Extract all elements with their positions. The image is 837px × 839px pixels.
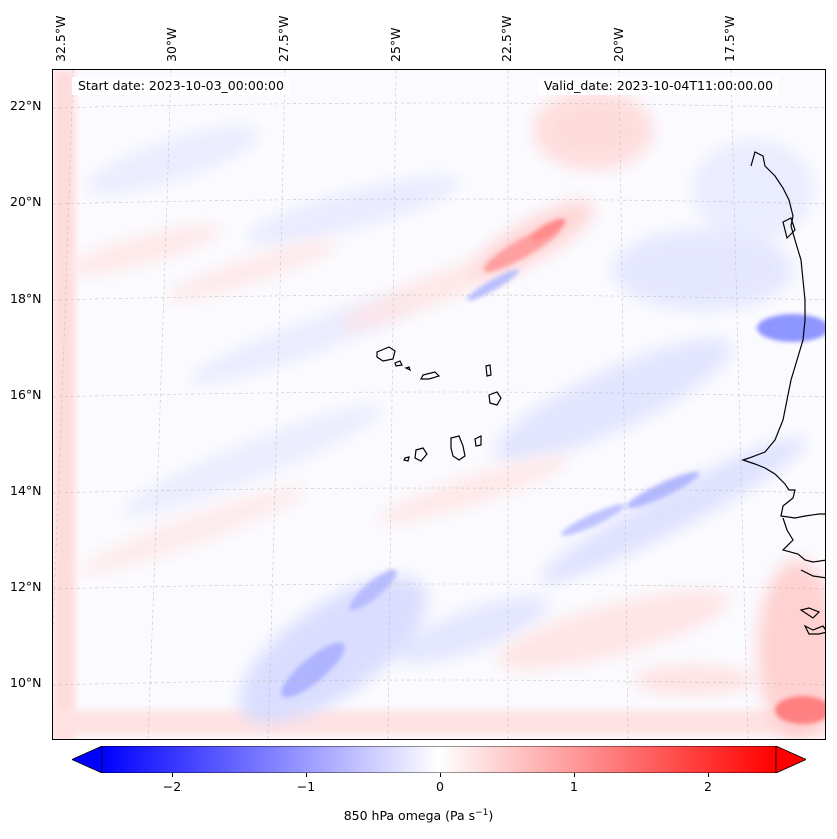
cb-tickmark-2 [708, 773, 709, 777]
cape-verde-sal [485, 364, 492, 377]
cb-tick-1: 1 [570, 779, 578, 794]
map-field-svg [53, 70, 825, 739]
cb-tickmark-0 [440, 773, 441, 777]
valid-date-label: Valid_date: 2023-10-04T11:00:00.00 [538, 77, 780, 95]
colorbar-extend-right [775, 746, 806, 773]
lon-label-30w: 30°W [164, 27, 179, 62]
colorbar-label: 850 hPa omega (Pa s−1) [343, 808, 494, 824]
lon-label-17-5w: 17.5°W [722, 15, 737, 62]
cb-tickmark-neg2 [172, 773, 173, 777]
lat-label-12n: 12°N [10, 579, 42, 594]
cb-tick-2: 2 [704, 779, 712, 794]
omega-map [52, 69, 826, 740]
lat-label-14n: 14°N [10, 483, 42, 498]
coastlines [376, 151, 825, 635]
colorbar-extend-left [72, 746, 103, 773]
cape-verde-brava [403, 456, 410, 462]
omega-field [53, 70, 825, 739]
lat-label-20n: 20°N [10, 194, 42, 209]
cb-tickmark-1 [574, 773, 575, 777]
cape-verde-santo-antao [376, 346, 396, 362]
colorbar-gradient [101, 746, 777, 773]
lat-label-10n: 10°N [10, 675, 42, 690]
cb-tick-0: 0 [436, 779, 444, 794]
gridlines [53, 70, 825, 739]
lat-label-18n: 18°N [10, 291, 42, 306]
cape-verde-santiago [450, 435, 466, 461]
lon-label-32-5w: 32.5°W [53, 15, 68, 62]
lon-label-27-5w: 27.5°W [276, 15, 291, 62]
lat-label-16n: 16°N [10, 387, 42, 402]
cape-verde-sao-vicente [394, 360, 403, 367]
cape-verde-santa-luzia [404, 366, 412, 372]
cape-verde-fogo [414, 447, 428, 462]
lat-label-22n: 22°N [10, 98, 42, 113]
colorbar [72, 746, 806, 773]
cape-verde-sao-nicolau [420, 371, 441, 380]
cb-tick-neg2: −2 [162, 779, 182, 794]
start-date-label: Start date: 2023-10-03_00:00:00 [72, 77, 290, 95]
cb-tick-neg1: −1 [296, 779, 316, 794]
cb-tickmark-neg1 [306, 773, 307, 777]
cape-verde-boa-vista [488, 391, 502, 406]
lon-label-25w: 25°W [388, 27, 403, 62]
lon-label-20w: 20°W [611, 27, 626, 62]
cape-verde-maio [474, 435, 482, 447]
lon-label-22-5w: 22.5°W [499, 15, 514, 62]
africa-coastline [741, 151, 825, 519]
